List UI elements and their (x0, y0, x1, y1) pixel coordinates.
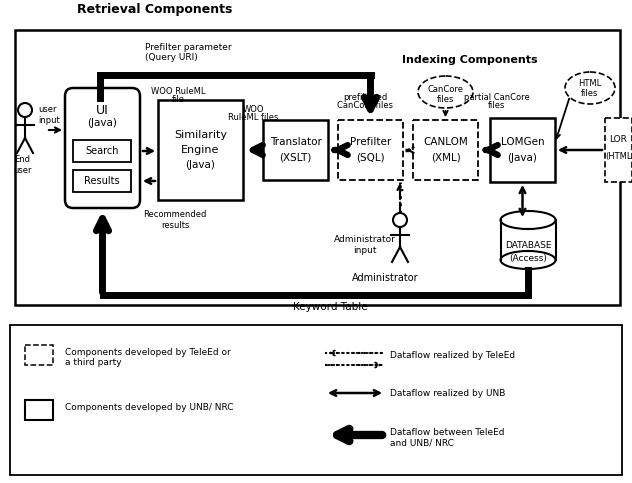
Ellipse shape (501, 251, 556, 269)
FancyBboxPatch shape (65, 88, 140, 208)
Ellipse shape (565, 72, 615, 104)
Text: Prefilter parameter: Prefilter parameter (145, 43, 231, 53)
Text: Administrator
input: Administrator input (334, 235, 396, 255)
Text: prefiltered: prefiltered (343, 93, 387, 101)
Bar (73, 170, 131, 192)
Bar (25, 345, 53, 365)
Text: Results: Results (84, 176, 120, 186)
Text: CanCore: CanCore (427, 85, 463, 95)
Text: (Access): (Access) (509, 254, 547, 262)
Text: Recommended
results: Recommended results (143, 210, 207, 230)
Bar (73, 140, 131, 162)
Text: (XML): (XML) (430, 153, 460, 163)
Text: files: files (489, 100, 506, 110)
Text: UI: UI (96, 103, 109, 116)
Text: Prefilter: Prefilter (350, 137, 391, 147)
Text: Dataflow realized by UNB: Dataflow realized by UNB (390, 388, 506, 398)
Text: CANLOM: CANLOM (423, 137, 468, 147)
Bar (263, 120, 328, 180)
Text: partial CanCore: partial CanCore (464, 93, 530, 101)
Bar (15, 30, 620, 305)
Text: (HTML: (HTML (605, 152, 632, 160)
Text: (Java): (Java) (186, 160, 216, 170)
Text: Engine: Engine (181, 145, 220, 155)
Text: (Java): (Java) (88, 118, 118, 128)
Text: Search: Search (85, 146, 119, 156)
Bar (10, 325, 622, 475)
Text: files: files (581, 88, 599, 98)
Text: LOMGen: LOMGen (501, 137, 544, 147)
Text: LOR: LOR (609, 136, 628, 144)
Text: Indexing Components: Indexing Components (402, 55, 538, 65)
Bar (490, 118, 555, 182)
Text: Administrator: Administrator (351, 273, 418, 283)
Text: (Java): (Java) (507, 153, 537, 163)
Text: Components developed by TeleEd or: Components developed by TeleEd or (65, 348, 231, 357)
Text: and UNB/ NRC: and UNB/ NRC (390, 439, 454, 448)
Text: Components developed by UNB/ NRC: Components developed by UNB/ NRC (65, 402, 233, 412)
Bar (25, 400, 53, 420)
Text: HTML: HTML (578, 79, 602, 87)
Text: (SQL): (SQL) (356, 153, 385, 163)
Text: user
input: user input (38, 105, 60, 125)
Text: a third party: a third party (65, 358, 121, 367)
Text: Retrieval Components: Retrieval Components (77, 3, 233, 16)
Text: End
user: End user (13, 156, 31, 175)
Text: files: files (437, 96, 454, 104)
Text: Translator: Translator (270, 137, 322, 147)
Text: file: file (171, 96, 185, 104)
Text: WOO: WOO (242, 105, 264, 114)
Text: DATABASE: DATABASE (505, 241, 551, 250)
Bar (338, 120, 403, 180)
Text: (Query URI): (Query URI) (145, 54, 198, 62)
Bar (413, 120, 478, 180)
Text: Dataflow realized by TeleEd: Dataflow realized by TeleEd (390, 352, 515, 360)
Bar (158, 100, 243, 200)
Text: CanCore files: CanCore files (337, 100, 393, 110)
Text: (XSLT): (XSLT) (279, 153, 312, 163)
Text: WOO RuleML: WOO RuleML (151, 87, 205, 97)
Ellipse shape (418, 76, 473, 108)
Text: Dataflow between TeleEd: Dataflow between TeleEd (390, 428, 504, 437)
Text: RuleML files: RuleML files (228, 114, 278, 123)
Bar (605, 118, 632, 182)
Text: Similarity: Similarity (174, 130, 227, 140)
Ellipse shape (501, 211, 556, 229)
Text: Keyword Table: Keyword Table (293, 302, 367, 312)
